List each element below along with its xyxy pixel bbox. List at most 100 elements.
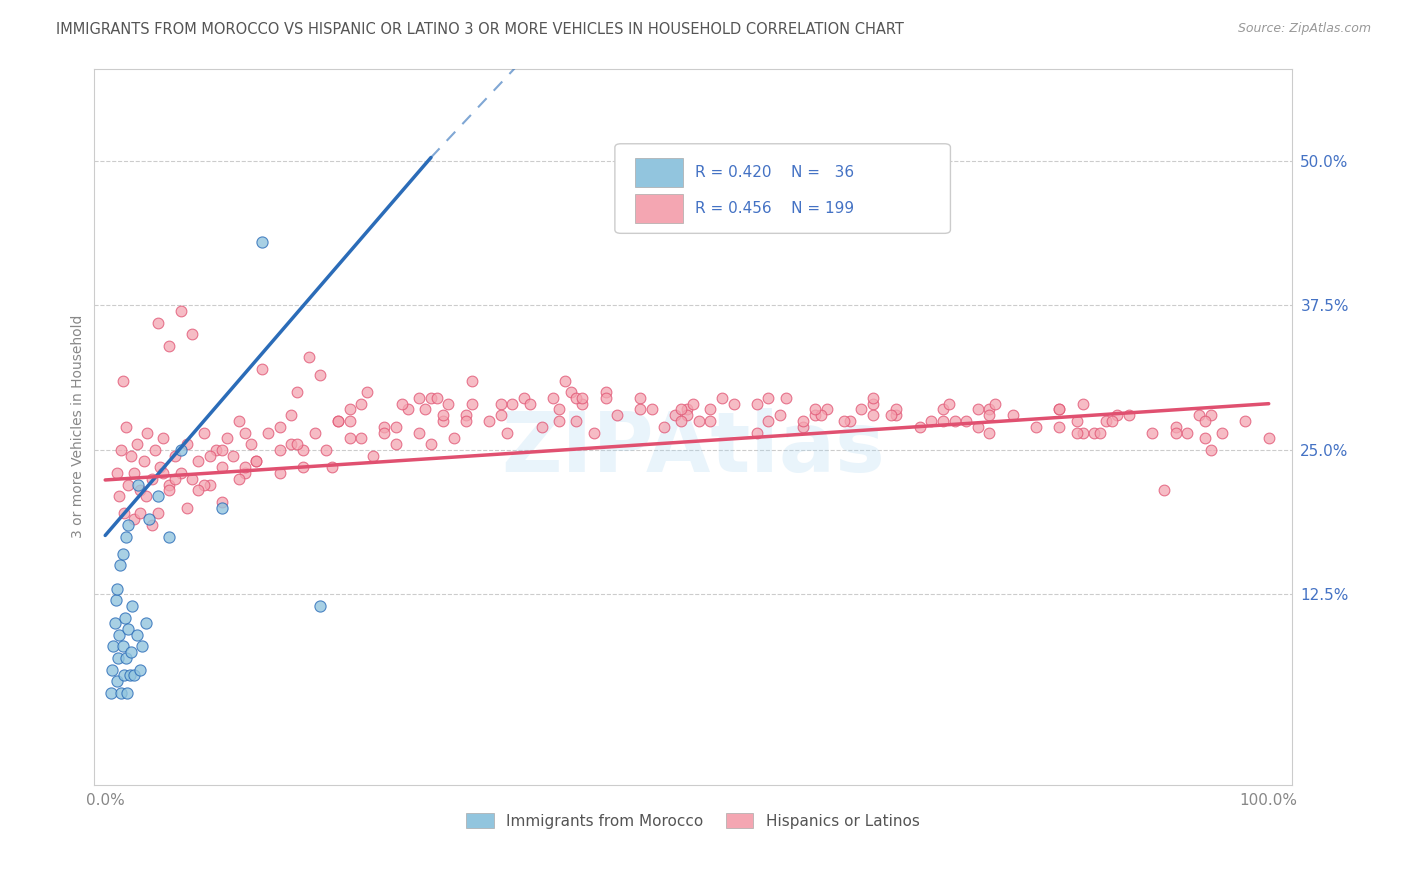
Point bbox=[571, 391, 593, 405]
Point bbox=[111, 547, 134, 561]
Point bbox=[851, 402, 873, 417]
Point bbox=[454, 414, 477, 428]
Point bbox=[565, 414, 588, 428]
Point bbox=[1025, 419, 1047, 434]
Point bbox=[862, 409, 884, 423]
Point bbox=[1001, 409, 1024, 423]
Point bbox=[233, 425, 256, 440]
Point bbox=[129, 663, 152, 677]
Point bbox=[595, 385, 617, 400]
Point bbox=[143, 442, 166, 457]
Text: R = 0.420    N =   36: R = 0.420 N = 36 bbox=[695, 165, 855, 180]
Point bbox=[146, 316, 169, 330]
Point bbox=[560, 385, 582, 400]
Point bbox=[117, 477, 139, 491]
Point bbox=[548, 414, 571, 428]
Point bbox=[326, 414, 349, 428]
Point bbox=[519, 397, 541, 411]
Point bbox=[350, 397, 373, 411]
Point bbox=[1194, 431, 1216, 445]
Point bbox=[454, 409, 477, 423]
Point bbox=[1047, 402, 1070, 417]
Point bbox=[292, 442, 315, 457]
Point bbox=[228, 414, 250, 428]
Point bbox=[489, 409, 512, 423]
Point bbox=[269, 442, 291, 457]
Point bbox=[149, 460, 172, 475]
Point bbox=[101, 663, 124, 677]
Point bbox=[432, 409, 454, 423]
Point bbox=[832, 414, 855, 428]
Point bbox=[245, 454, 267, 468]
Point bbox=[280, 409, 302, 423]
Point bbox=[1199, 442, 1222, 457]
Point bbox=[120, 645, 142, 659]
Point bbox=[339, 431, 361, 445]
Point bbox=[1047, 402, 1070, 417]
Point bbox=[181, 472, 204, 486]
Point bbox=[222, 449, 245, 463]
Point bbox=[966, 402, 988, 417]
Point bbox=[443, 431, 465, 445]
Point bbox=[628, 402, 651, 417]
Point bbox=[121, 599, 143, 613]
Point bbox=[396, 402, 419, 417]
Text: R = 0.456    N = 199: R = 0.456 N = 199 bbox=[695, 201, 855, 216]
Point bbox=[211, 460, 233, 475]
Point bbox=[408, 391, 430, 405]
Point bbox=[252, 362, 274, 376]
Point bbox=[108, 489, 131, 503]
Point bbox=[211, 442, 233, 457]
Point bbox=[775, 391, 797, 405]
Point bbox=[115, 651, 138, 665]
Point bbox=[117, 622, 139, 636]
Point bbox=[111, 640, 134, 654]
Point bbox=[676, 409, 699, 423]
Point bbox=[163, 449, 186, 463]
Point bbox=[1234, 414, 1257, 428]
Point bbox=[769, 409, 792, 423]
Point bbox=[193, 425, 215, 440]
Point bbox=[117, 518, 139, 533]
Point bbox=[309, 599, 332, 613]
Point bbox=[373, 425, 395, 440]
Text: ZIPAtlas: ZIPAtlas bbox=[501, 408, 884, 489]
Point bbox=[1211, 425, 1233, 440]
Point bbox=[437, 397, 460, 411]
Point bbox=[117, 685, 139, 699]
Point bbox=[252, 235, 274, 249]
Point bbox=[1066, 414, 1088, 428]
Point bbox=[1066, 425, 1088, 440]
Point bbox=[198, 449, 221, 463]
Point bbox=[501, 397, 523, 411]
Point bbox=[100, 685, 122, 699]
Point bbox=[125, 437, 148, 451]
Point bbox=[309, 368, 332, 382]
Point bbox=[745, 397, 768, 411]
Point bbox=[1088, 425, 1111, 440]
Point bbox=[170, 304, 193, 318]
Point bbox=[152, 466, 174, 480]
Point bbox=[641, 402, 664, 417]
Point bbox=[495, 425, 517, 440]
Point bbox=[114, 610, 136, 624]
Point bbox=[373, 419, 395, 434]
Point bbox=[554, 374, 576, 388]
Point bbox=[292, 460, 315, 475]
Point bbox=[141, 472, 163, 486]
Point bbox=[699, 414, 721, 428]
Point bbox=[478, 414, 501, 428]
Point bbox=[127, 477, 149, 491]
Point bbox=[120, 449, 142, 463]
Point bbox=[688, 414, 710, 428]
Point bbox=[105, 582, 128, 596]
Point bbox=[1188, 409, 1211, 423]
Point bbox=[886, 409, 908, 423]
Point bbox=[103, 640, 125, 654]
Point bbox=[955, 414, 977, 428]
Point bbox=[269, 466, 291, 480]
Point bbox=[792, 419, 814, 434]
Point bbox=[938, 397, 960, 411]
Point bbox=[350, 431, 373, 445]
Point bbox=[426, 391, 449, 405]
